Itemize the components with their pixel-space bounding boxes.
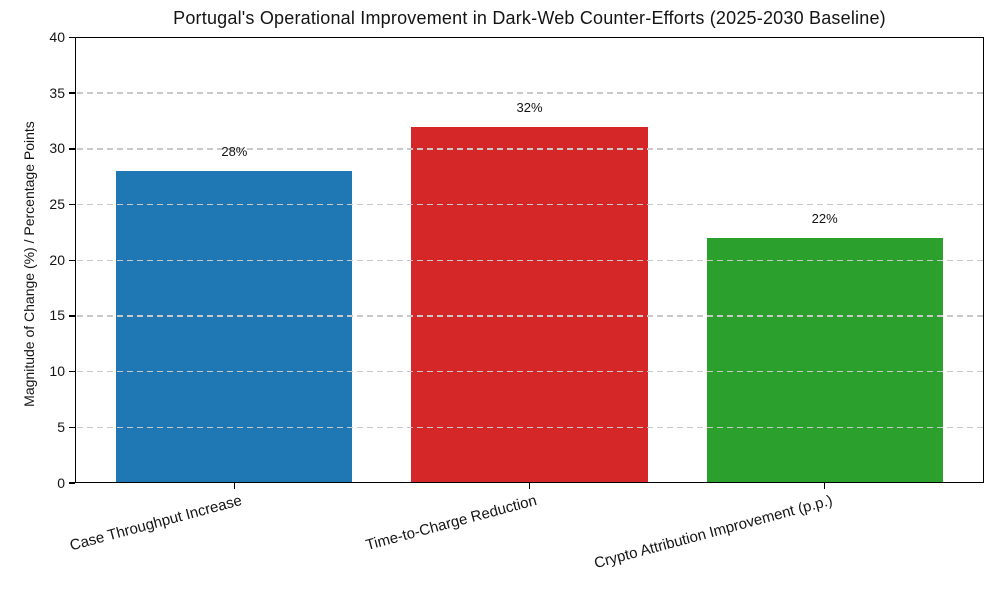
y-tick-mark [69,315,75,317]
y-tick-label: 20 [49,251,65,268]
y-tick-mark [69,92,75,94]
y-tick-label: 40 [49,29,65,45]
y-tick-label: 10 [49,363,65,380]
y-tick-mark [69,370,75,373]
y-tick-mark [69,426,75,429]
gridline [76,259,983,261]
bar-value-label: 32% [516,99,543,115]
x-tick-mark [233,483,236,489]
x-tick-mark [528,483,531,489]
bar-value-label: 22% [811,210,838,226]
y-tick-mark [69,482,75,484]
gridline [76,426,983,429]
bar-3 [706,237,943,483]
gridline [76,203,983,206]
y-tick-label: 5 [57,418,65,435]
y-tick-mark [69,148,75,150]
gridline [76,148,983,150]
bar-1 [116,171,353,483]
y-tick-label: 0 [57,474,65,491]
gridline [76,92,983,94]
x-tick-mark [823,483,826,489]
x-tick-label: Time-to-Charge Reduction [364,492,539,555]
y-tick-label: 35 [49,84,65,101]
bar-2 [411,126,648,483]
y-tick-mark [69,259,75,261]
bar-value-label: 28% [221,144,248,160]
gridline [76,315,983,317]
y-tick-label: 30 [49,140,65,157]
x-tick-label: Crypto Attribution Improvement (p.p.) [592,492,835,573]
y-tick-label: 15 [49,307,65,324]
y-tick-mark [69,203,75,206]
gridline [76,370,983,373]
x-tick-label: Case Throughput Increase [68,492,244,555]
chart-title: Portugal's Operational Improvement in Da… [173,8,886,28]
y-tick-label: 25 [49,196,65,213]
y-tick-mark [69,36,75,39]
